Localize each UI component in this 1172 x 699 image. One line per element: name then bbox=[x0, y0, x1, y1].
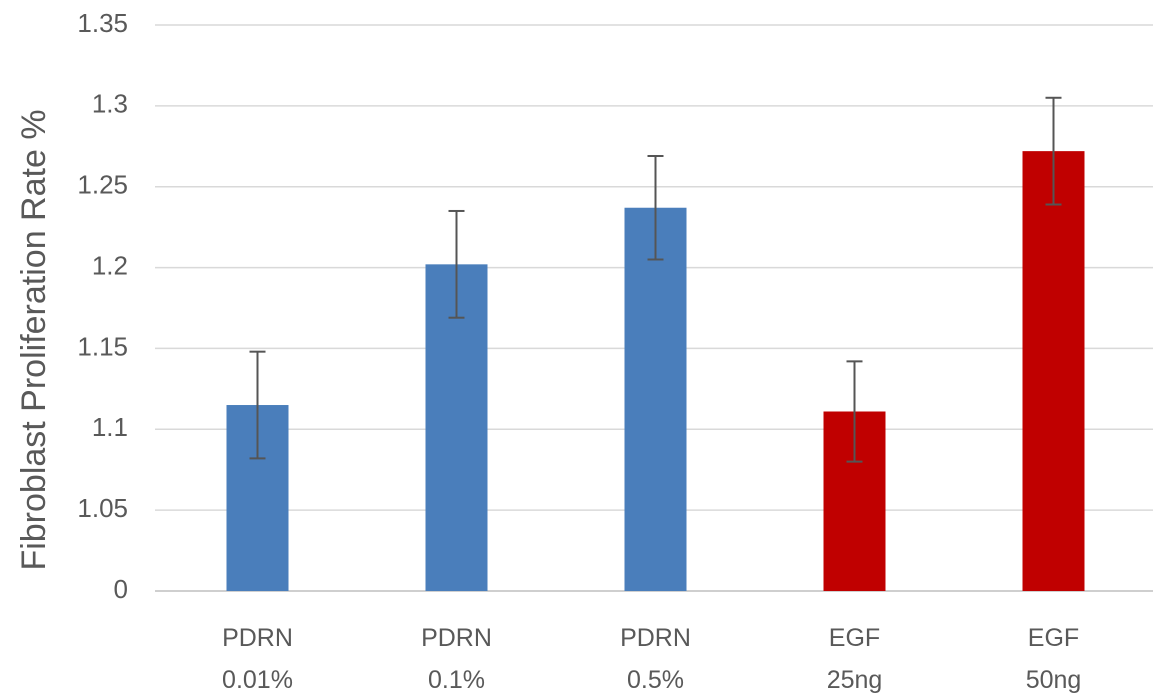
y-tick-label: 1.25 bbox=[77, 170, 128, 200]
y-tick-label: 1.3 bbox=[92, 89, 128, 119]
y-tick-label: 0 bbox=[114, 574, 128, 604]
bar bbox=[1022, 151, 1085, 591]
x-tick-label: PDRN 0.1% bbox=[421, 624, 492, 694]
y-tick-label: 1.2 bbox=[92, 250, 128, 280]
bar bbox=[425, 264, 488, 591]
x-tick-label: EGF 25ng bbox=[826, 624, 883, 694]
x-tick-label: EGF 50ng bbox=[1025, 624, 1082, 694]
y-tick-label: 1.05 bbox=[77, 493, 128, 523]
x-tick-label: PDRN 0.5% bbox=[620, 624, 691, 694]
bar bbox=[624, 207, 687, 592]
y-tick-label: 1.1 bbox=[92, 412, 128, 442]
y-tick-label: 1.15 bbox=[77, 331, 128, 361]
y-tick-label: 1.35 bbox=[77, 8, 128, 38]
x-tick-label: PDRN 0.01% bbox=[222, 624, 293, 694]
y-axis-title: Fibroblast Proliferation Rate % bbox=[15, 109, 53, 570]
